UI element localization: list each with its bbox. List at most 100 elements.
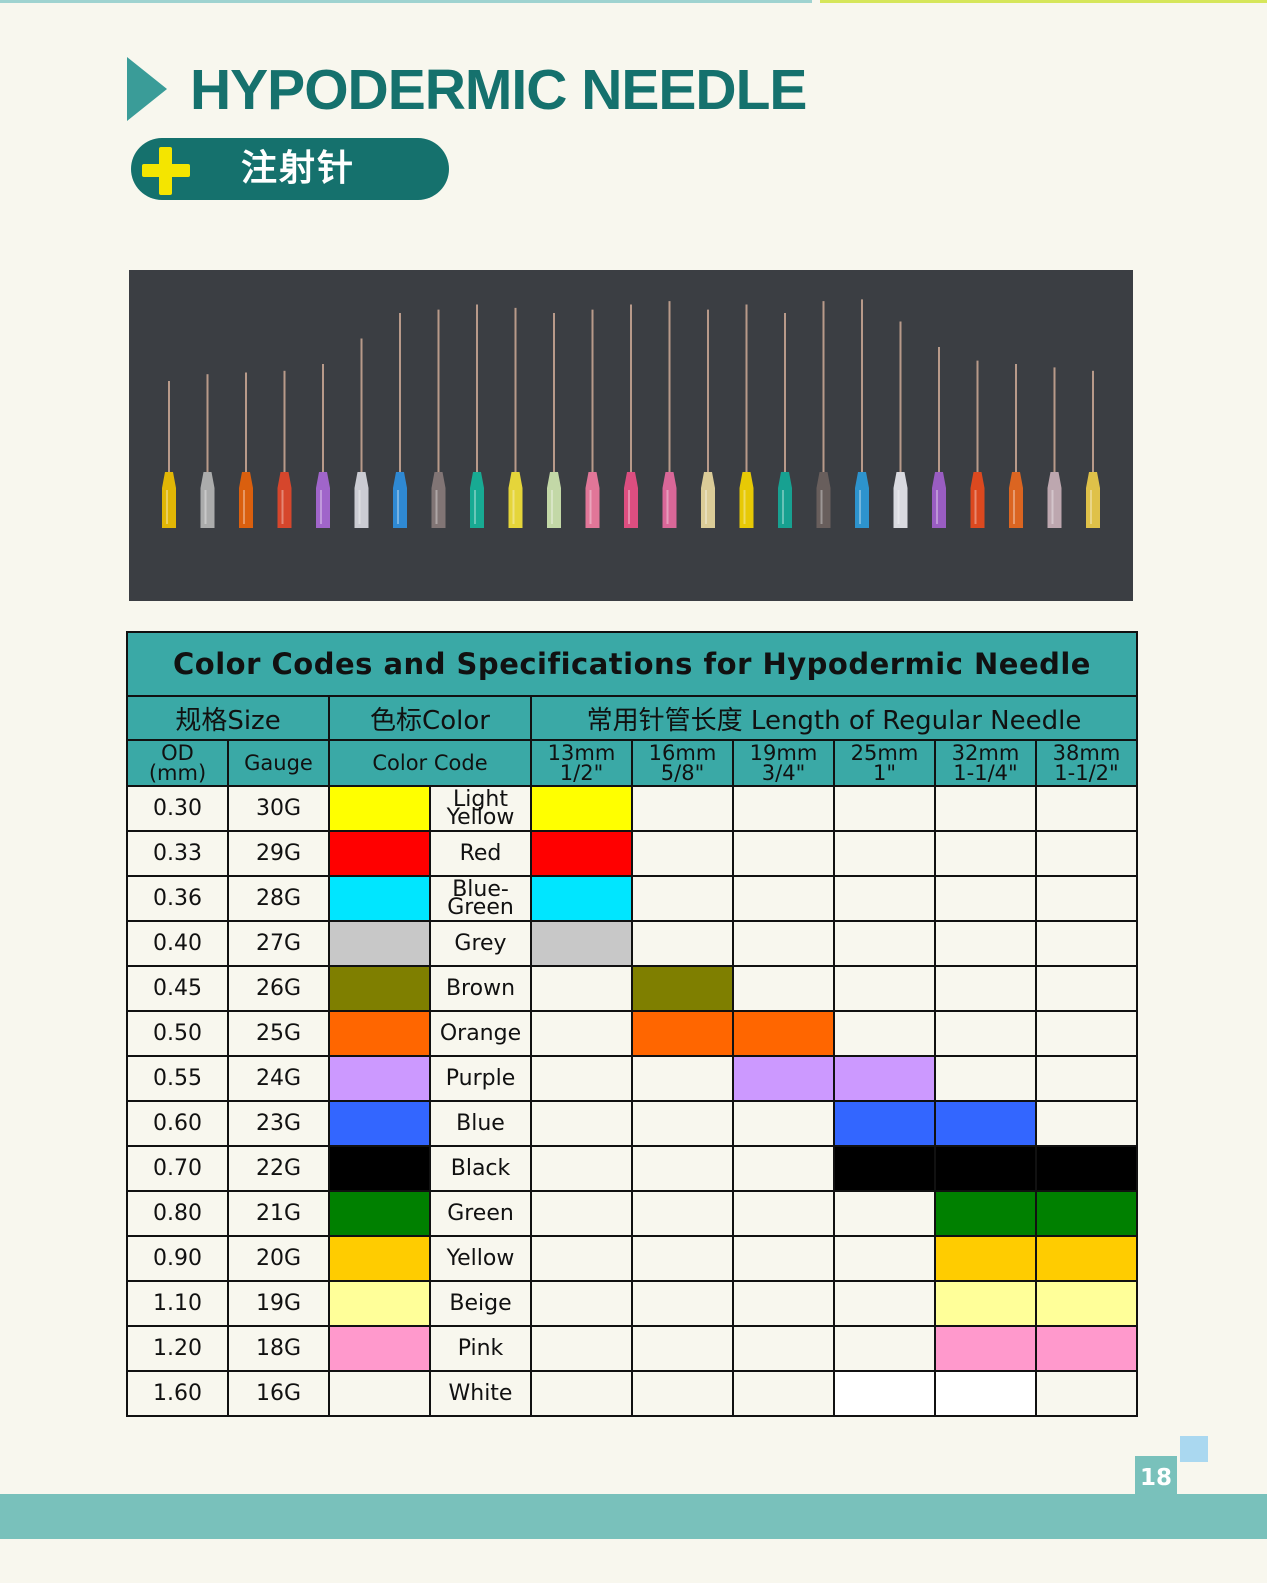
color-name: White [448,1381,513,1406]
color-code-header: Color Code [328,739,532,787]
color-swatch [328,965,431,1012]
od-cell: 0.50 [126,1010,229,1057]
product-photo [129,270,1133,601]
color-name-cell: Grey [429,920,532,967]
needle [393,313,407,528]
table-row: 0.33 29G Red [126,830,1138,877]
gauge-cell: 28G [227,875,330,922]
od-cell: 0.45 [126,965,229,1012]
needle [932,347,946,528]
length-available-cell [732,1010,835,1057]
length-empty-cell [732,875,835,922]
gauge-cell: 23G [227,1100,330,1147]
color-swatch [328,1100,431,1147]
color-name: Light [453,786,508,812]
color-name-cell: Black [429,1145,532,1192]
color-name-cell: Pink [429,1325,532,1372]
table-row: 1.60 16G White [126,1370,1138,1417]
length-empty-cell [631,1235,734,1282]
color-name: Beige [449,1291,512,1316]
color-header: 色标Color [328,695,532,741]
needle [1047,367,1062,528]
color-name-cell: Orange [429,1010,532,1057]
length-empty-cell [934,1010,1037,1057]
needle [316,364,330,528]
color-name: Pink [457,1336,504,1361]
length-empty-cell [530,1280,633,1327]
length-empty-cell [530,1325,633,1372]
length-empty-cell [631,1280,734,1327]
length-available-cell [934,1325,1037,1372]
needle [1086,370,1100,528]
od-cell: 0.33 [126,830,229,877]
length-empty-cell [833,1280,936,1327]
color-swatch [328,1190,431,1237]
length-empty-cell [1035,830,1138,877]
gauge-cell: 25G [227,1010,330,1057]
length-available-cell [934,1190,1037,1237]
table-row: 0.50 25G Orange [126,1010,1138,1057]
color-swatch [328,1370,431,1417]
length-available-cell [631,1010,734,1057]
color-name: Orange [439,1021,522,1046]
needle [200,374,215,528]
length-mm: 25mm [850,741,919,765]
length-empty-cell [732,1370,835,1417]
table-row: 0.60 23G Blue [126,1100,1138,1147]
length-available-cell [1035,1280,1138,1327]
length-empty-cell [833,1190,936,1237]
length-available-cell [1035,1325,1138,1372]
length-empty-cell [732,1235,835,1282]
length-empty-cell [1035,965,1138,1012]
color-name-cell: Red [429,830,532,877]
length-empty-cell [833,965,936,1012]
length-empty-cell [833,875,936,922]
length-available-cell [833,1055,936,1102]
table-row: 0.55 24G Purple [126,1055,1138,1102]
color-swatch [328,1145,431,1192]
page-title: HYPODERMIC NEEDLE [190,58,807,122]
length-available-cell [833,1145,936,1192]
gauge-cell: 22G [227,1145,330,1192]
color-name-cell: Beige [429,1280,532,1327]
length-available-cell [530,920,633,967]
length-available-cell [934,1145,1037,1192]
color-name: Red [459,841,502,866]
color-name-cell: Purple [429,1055,532,1102]
length-empty-cell [833,1325,936,1372]
od-cell: 1.60 [126,1370,229,1417]
length-available-cell [530,785,633,832]
table-row: 0.36 28G Blue- Green [126,875,1138,922]
length-mm: 16mm [648,741,717,765]
color-name: Blue [456,1111,505,1136]
table-row: 1.10 19G Beige [126,1280,1138,1327]
length-col-header: 16mm 5/8" [631,739,734,787]
gauge-cell: 26G [227,965,330,1012]
length-empty-cell [833,920,936,967]
length-empty-cell [631,1145,734,1192]
color-name-cell: Brown [429,965,532,1012]
gauge-cell: 24G [227,1055,330,1102]
length-empty-cell [1035,1010,1138,1057]
od-header: OD (mm) [126,739,229,787]
color-swatch [328,830,431,877]
od-cell: 0.36 [126,875,229,922]
length-col-header: 19mm 3/4" [732,739,835,787]
length-empty-cell [833,785,936,832]
length-empty-cell [530,1190,633,1237]
page-number: 18 [1135,1456,1177,1494]
length-inch: 1-1/4" [953,761,1018,785]
needle [354,338,369,528]
plus-icon [142,147,190,195]
color-swatch [328,1280,431,1327]
length-empty-cell [732,1100,835,1147]
gauge-header: Gauge [227,739,330,787]
needle [508,307,523,528]
length-available-cell [530,830,633,877]
length-empty-cell [530,1370,633,1417]
color-name: Grey [454,931,507,956]
length-empty-cell [1035,1370,1138,1417]
needle [855,299,869,528]
gauge-cell: 27G [227,920,330,967]
od-cell: 0.70 [126,1145,229,1192]
